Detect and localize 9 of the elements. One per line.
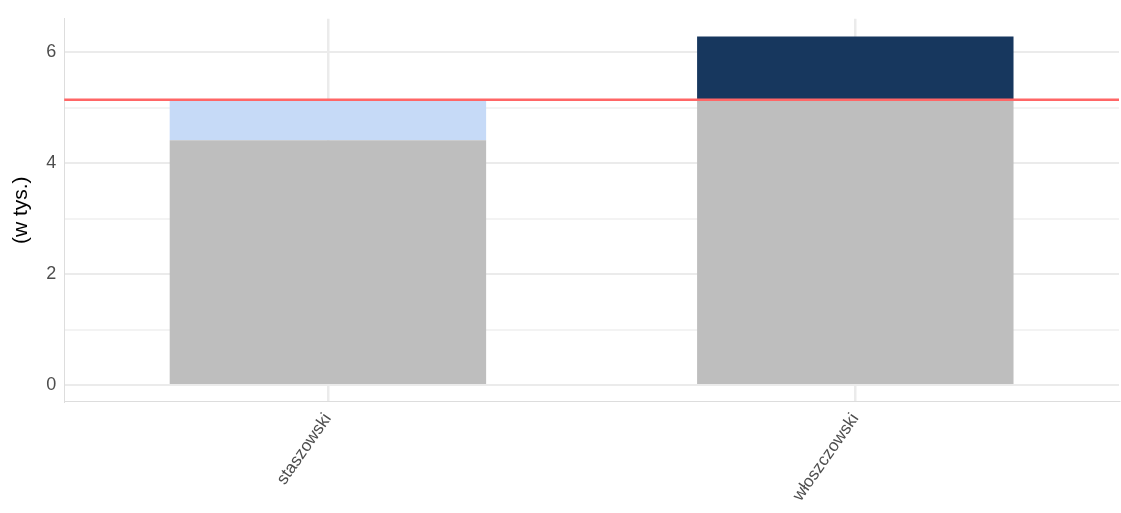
- y-tick-label: 2: [46, 263, 57, 284]
- bar: [169, 99, 487, 141]
- bar: [697, 99, 1014, 385]
- y-tick-label: 6: [46, 41, 57, 62]
- y-axis-title: (w tys.): [8, 176, 32, 245]
- y-tick-label: 0: [46, 374, 57, 395]
- y-tick-label: 4: [46, 152, 57, 173]
- bar: [169, 140, 487, 385]
- bar: [697, 36, 1014, 100]
